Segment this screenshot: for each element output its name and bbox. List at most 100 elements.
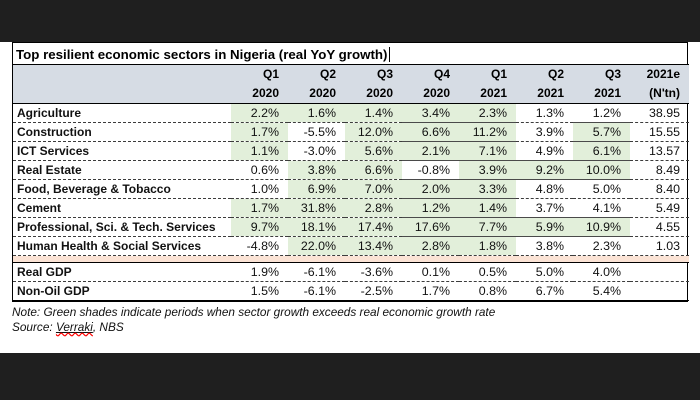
data-cell: 1.7% [231,198,288,218]
sector-row: Cement 1.7% 31.8% 2.8% 1.2% 1.4% 3.7% 4.1% 5.49 [13,198,689,218]
sector-row: ICT Services 1.1% -3.0% 5.6% 2.1% 7.1% 4.9% 6.1… [13,141,689,161]
data-cell: 6.6% [345,160,402,180]
data-cell: 12.0% [345,122,402,142]
column-header-quarter: Q1 [262,67,279,81]
sector-row: Human Health & Social Services -4.8% 22.0%… [13,236,689,256]
gdp-data-cell: -6.1% [288,262,345,282]
data-cell: 4.8% [516,179,573,199]
data-cell: 1.4% [345,103,402,123]
data-cell: 1.3% [516,103,573,123]
column-header-quarter: Q2 [319,67,336,81]
data-cell: 2.1% [402,141,459,161]
sector-row: Construction 1.7% -5.5% 12.0% 6.6% 11.2% 3.9% 5… [13,122,689,142]
data-cell: 5.7% [573,122,630,142]
source-suffix: , NBS [92,320,124,334]
column-header: Q2 2020 [288,64,345,104]
data-cell: 4.1% [573,198,630,218]
note-text: Note: Green shades indicate periods when… [12,305,496,319]
data-cell: 9.2% [516,160,573,180]
data-cell: 2.2% [231,103,288,123]
data-cell: -5.5% [288,122,345,142]
gdp-data-cell: -2.5% [345,281,402,301]
sector-row: Professional, Sci. & Tech. Services 9.7% 1… [13,217,689,237]
figure-content: Top resilient economic sectors in Nigeri… [12,42,689,335]
gdp-data-cell: 0.8% [459,281,516,301]
data-cell: 1.0% [231,179,288,199]
data-cell: 3.8% [288,160,345,180]
data-cell: 3.4% [402,103,459,123]
data-cell: 3.9% [459,160,516,180]
data-cell: 13.57 [630,141,689,161]
data-cell: 2.8% [402,236,459,256]
letterbox-top-bar [0,0,700,42]
column-header-year: 2021 [594,86,621,100]
data-cell: 38.95 [630,103,689,123]
sector-row: Real Estate 0.6% 3.8% 6.6% -0.8% 3.9% 9.2% 10.0… [13,160,689,180]
gdp-row-label: Real GDP [13,262,231,282]
data-cell: 3.8% [516,236,573,256]
data-cell: 7.7% [459,217,516,237]
table-title: Top resilient economic sectors in Nigeri… [16,46,388,62]
header-blank-cell [13,64,231,104]
column-header-year: 2020 [366,86,393,100]
column-header: Q3 2020 [345,64,402,104]
data-cell: 2.8% [345,198,402,218]
data-cell: 1.2% [573,103,630,123]
row-label: Food, Beverage & Tobacco [13,179,231,199]
row-label: Agriculture [13,103,231,123]
data-cell: 2.3% [459,103,516,123]
data-cell: 1.7% [231,122,288,142]
data-cell: 13.4% [345,236,402,256]
row-label: Construction [13,122,231,142]
data-cell: 1.6% [288,103,345,123]
data-cell: 5.49 [630,198,689,218]
source-line: Source: Verraki, NBS [12,320,688,335]
data-cell: 22.0% [288,236,345,256]
column-header: Q4 2020 [402,64,459,104]
gdp-data-cell: 1.5% [231,281,288,301]
gdp-data-cell: -3.6% [345,262,402,282]
data-cell: 17.4% [345,217,402,237]
data-cell: 1.03 [630,236,689,256]
gdp-data-cell: 5.4% [573,281,630,301]
gdp-row: Real GDP 1.9% -6.1% -3.6% 0.1% 0.5% 5.0% 4.0% [13,262,689,282]
gdp-data-cell: 1.7% [402,281,459,301]
column-header: Q3 2021 [573,64,630,104]
column-header-year: 2020 [423,86,450,100]
data-cell: 8.49 [630,160,689,180]
gdp-data-cell [630,281,689,301]
sectors-table: Q1 2020 Q2 2020 Q3 2020 Q4 2020 Q1 2021 Q2 2021 Q3 20… [13,64,689,301]
column-header-quarter: Q3 [604,67,621,81]
column-header-year: 2021 [480,86,507,100]
sector-row: Agriculture 2.2% 1.6% 1.4% 3.4% 2.3% 1.3% 1.2% 3… [13,103,689,123]
row-label: Real Estate [13,160,231,180]
data-cell: 1.2% [402,198,459,218]
column-header-quarter: Q3 [376,67,393,81]
data-cell: 8.40 [630,179,689,199]
column-header-year: 2020 [252,86,279,100]
sectors-table-box: Top resilient economic sectors in Nigeri… [12,42,689,302]
column-header-quarter: Q4 [433,67,450,81]
gdp-row-label: Non-Oil GDP [13,281,231,301]
row-label: Professional, Sci. & Tech. Services [13,217,231,237]
data-cell: 2.0% [402,179,459,199]
gdp-data-cell: 1.9% [231,262,288,282]
data-cell: 18.1% [288,217,345,237]
data-cell: 1.4% [459,198,516,218]
row-label: ICT Services [13,141,231,161]
data-cell: 5.9% [516,217,573,237]
data-cell: 10.9% [573,217,630,237]
data-cell: 0.6% [231,160,288,180]
column-header-quarter: Q1 [490,67,507,81]
data-cell: 4.55 [630,217,689,237]
table-body: Agriculture 2.2% 1.6% 1.4% 3.4% 2.3% 1.3% 1.2% 3… [13,103,689,301]
data-cell: -4.8% [231,236,288,256]
separator-band-cell [13,255,689,263]
gdp-data-cell: 6.7% [516,281,573,301]
letterbox-bottom-bar [0,353,700,400]
column-header-year: (N'tn) [649,86,680,100]
data-cell: 6.1% [573,141,630,161]
data-cell: 5.0% [573,179,630,199]
gdp-data-cell: 5.0% [516,262,573,282]
